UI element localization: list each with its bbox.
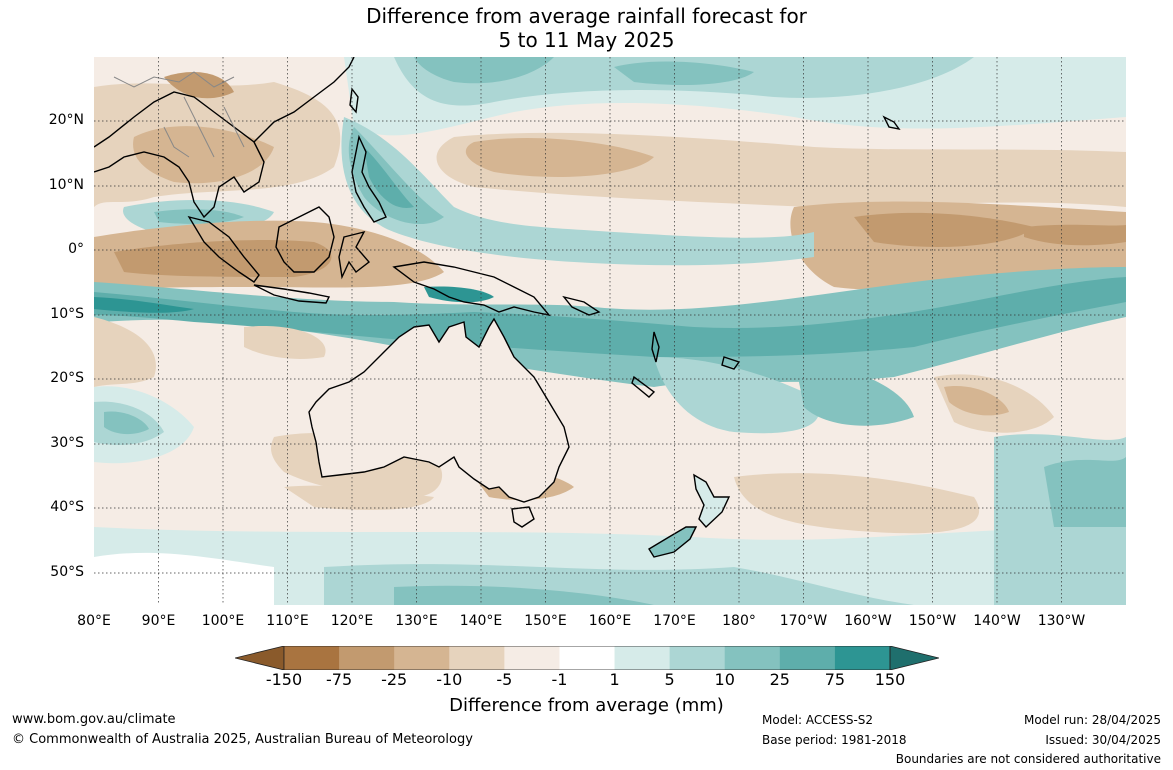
title-line-1: Difference from average rainfall forecas… [366,4,807,28]
australia-coastline [308,317,570,503]
colorbar-tick-label: 5 [664,670,675,689]
colorbar-tick-label: 75 [824,670,846,689]
colorbar-arrow-low [234,645,285,671]
new-caledonia-coastline [631,375,656,398]
colorbar-tick-label: 150 [874,670,906,689]
colorbar-segment [779,646,836,670]
vanuatu-coastline [651,331,660,363]
lon-label-90e: 90°E [141,613,176,629]
lon-label-120e: 120°E [330,613,374,629]
lat-label-50s: 50°S [50,564,84,580]
lon-label-170e: 170°E [653,613,696,629]
graticule [94,57,1126,605]
lat-label-30s: 30°S [50,435,84,451]
borneo-coastline [275,206,335,273]
colorbar-arrow-high [889,645,940,671]
colorbar-tick-label: -25 [381,670,408,689]
lon-label-140w: 140°W [973,613,1021,629]
map-canvas [94,57,1126,605]
colorbar-tick-label: -150 [265,670,303,689]
lon-label-140e: 140°E [459,613,503,629]
colorbar-segment [614,646,671,670]
model-name: Model: ACCESS-S2 [762,713,874,727]
lat-label-40s: 40°S [50,499,84,515]
sulawesi-coastline [338,230,371,280]
base-period: Base period: 1981-2018 [762,733,907,747]
lon-label-130w: 130°W [1037,613,1086,629]
colorbar-tick-label: -75 [326,670,353,689]
country-borders [113,71,245,158]
colorbar-segment [834,646,891,670]
disclaimer-text: Boundaries are not considered authoritat… [895,752,1161,766]
colorbar-segment [669,646,726,670]
se-asia-coastline [94,91,265,219]
fiji-coastline [721,356,741,370]
lon-label-130e: 130°E [395,613,438,629]
lat-label-20s: 20°S [50,370,84,386]
lon-label-110e: 110°E [266,613,309,629]
lon-label-170w: 170°W [779,613,828,629]
sumatra-coastline [187,215,260,283]
lon-label-80e: 80°E [77,613,111,629]
colorbar-tick-label: 1 [609,670,620,689]
hawaii-coastline [882,115,901,131]
colorbar-tick-label: 25 [769,670,790,689]
colorbar-title: Difference from average (mm) [449,695,724,716]
colorbar-tick-label: -1 [551,670,568,689]
lat-label-0: 0° [68,241,84,257]
colorbar-segment [339,646,395,670]
philippines-coastline [351,134,387,223]
map-title: Difference from average rainfall forecas… [0,4,1173,52]
tasmania-coastline [511,506,535,528]
colorbar-segment [394,646,450,670]
lon-label-100e: 100°E [201,613,245,629]
lon-label-160w: 160°W [844,613,892,629]
taiwan-coastline [349,87,359,114]
colorbar-segment [504,646,560,670]
colorbar-tick-label: -10 [436,670,463,689]
lon-label-150e: 150°E [524,613,567,629]
colorbar [234,645,940,674]
new-zealand-north-coastline [693,473,731,529]
solomon-islands-coastline [562,295,601,316]
lat-label-10n: 10°N [48,177,84,193]
colorbar-segment [449,646,505,670]
lon-label-150w: 150°W [908,613,957,629]
colorbar-segment [724,646,781,670]
title-line-2: 5 to 11 May 2025 [498,28,675,52]
model-run-date: Model run: 28/04/2025 [1023,713,1161,727]
lon-label-180: 180° [722,613,756,629]
colorbar-tick-label: -5 [496,670,513,689]
china-coastline [253,57,355,143]
rainfall-anomaly-map [94,57,1126,605]
colorbar-svg [234,645,940,671]
colorbar-segment [559,646,616,670]
lat-label-20n: 20°N [48,112,84,128]
website-link[interactable]: www.bom.gov.au/climate [12,712,176,727]
issued-date: Issued: 30/04/2025 [1045,733,1161,747]
lat-label-10s: 10°S [50,306,84,322]
new-zealand-south-coastline [648,526,698,558]
colorbar-segment [284,646,340,670]
copyright-text: © Commonwealth of Australia 2025, Austra… [12,732,473,747]
new-guinea-coastline [392,261,551,317]
lon-label-160e: 160°E [588,613,632,629]
coastlines [94,57,901,558]
java-coastline [253,284,331,304]
colorbar-tick-label: 10 [714,670,735,689]
